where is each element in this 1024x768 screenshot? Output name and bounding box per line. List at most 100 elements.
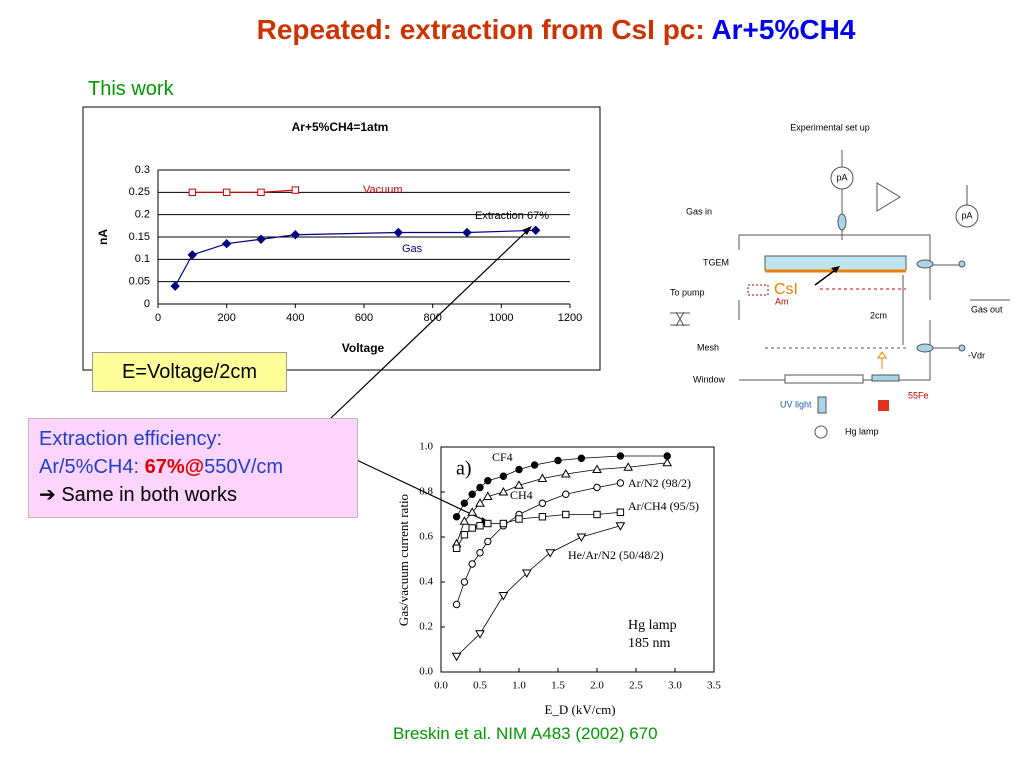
marker	[460, 499, 469, 507]
marker	[515, 515, 523, 523]
marker	[499, 472, 508, 480]
note-box: Extraction efficiency: Ar/5%CH4: 67%@550…	[28, 418, 358, 518]
y-tick-label: 0.8	[419, 486, 433, 498]
y-tick-label: 0.3	[135, 164, 150, 176]
marker	[452, 513, 461, 521]
marker	[468, 490, 476, 498]
marker	[257, 188, 265, 197]
y-tick-label: 0.1	[135, 253, 150, 265]
y-tick-label: 0.15	[129, 231, 150, 243]
slide-title: Repeated: extraction from CsI pc: Ar+5%C…	[0, 14, 1024, 46]
marker	[467, 507, 478, 516]
marker	[484, 519, 492, 528]
marker	[592, 464, 602, 473]
y-tick-label: 0.25	[129, 186, 150, 198]
marker	[187, 250, 198, 260]
label: -Vdr	[968, 350, 985, 360]
x-tick-label: 2.0	[590, 680, 604, 692]
note-line: Extraction efficiency:	[39, 428, 223, 450]
marker	[521, 569, 532, 579]
series-label: He/Ar/N2 (50/48/2)	[568, 548, 664, 562]
marker	[514, 480, 524, 489]
plot-frame	[440, 446, 715, 673]
label: pA	[961, 210, 972, 220]
x-axis-label: Voltage	[342, 341, 385, 355]
marker	[537, 473, 548, 482]
note-line: Ar/5%CH4: 67%@550V/cm	[39, 453, 357, 481]
citation: Breskin et al. NIM A483 (2002) 670	[393, 724, 658, 743]
marker	[615, 522, 626, 531]
x-tick-label: 3.0	[668, 680, 682, 692]
marker	[222, 188, 231, 197]
marker	[554, 456, 562, 465]
marker	[593, 483, 601, 492]
y-axis-label: nA	[96, 229, 110, 245]
y-tick-label: 0	[144, 298, 150, 310]
label: TGEM	[703, 257, 729, 267]
marker	[576, 533, 587, 543]
marker	[538, 513, 547, 521]
caption: This work	[88, 78, 174, 100]
formula-box: E=Voltage/2cm	[92, 352, 287, 392]
label: 55Fe	[908, 390, 929, 400]
series-label: Gas	[402, 243, 423, 255]
x-tick-label: 400	[286, 312, 304, 324]
annotation: Extraction 67%	[475, 210, 549, 222]
marker	[616, 452, 625, 460]
marker	[460, 578, 469, 586]
x-tick-label: 800	[423, 312, 441, 324]
diagram: Experimental set up pA pA Gas in TGEM Cs…	[670, 122, 1010, 439]
marker	[662, 457, 673, 467]
marker	[498, 592, 509, 601]
marker	[545, 549, 556, 558]
x-tick-label: 2.5	[629, 680, 643, 692]
label: Gas in	[686, 206, 712, 216]
marker	[623, 462, 634, 471]
label: CsI	[774, 281, 798, 298]
marker	[290, 230, 301, 240]
marker	[530, 225, 541, 236]
marker	[482, 491, 493, 500]
marker	[188, 188, 197, 197]
y-tick-label: 1.0	[419, 441, 433, 453]
marker	[475, 630, 485, 639]
note-highlight: 67%@	[144, 456, 205, 478]
marker	[562, 490, 570, 498]
series-label: CH4	[510, 488, 533, 502]
marker	[221, 238, 232, 249]
x-tick-label: 0	[155, 312, 161, 324]
x-tick-label: 600	[355, 312, 373, 324]
marker	[256, 234, 266, 244]
series-label: Ar/CH4 (95/5)	[628, 499, 699, 513]
note-text: 550V/cm	[204, 456, 284, 478]
marker	[484, 537, 492, 546]
title-text: Repeated: extraction from CsI pc:	[256, 14, 712, 45]
y-tick-label: 0.6	[419, 531, 433, 543]
series-label: Ar/N2 (98/2)	[628, 476, 691, 490]
label: Window	[693, 374, 726, 384]
marker	[476, 483, 484, 492]
marker	[616, 508, 625, 516]
annotation: Hg lamp	[628, 618, 677, 633]
chart: E_D (kV/cm)Gas/vacuum current ratio0.00.…	[396, 441, 721, 717]
label: To pump	[670, 287, 705, 297]
marker	[515, 465, 523, 474]
series-line	[174, 229, 536, 287]
x-tick-label: 0.5	[473, 680, 487, 692]
marker	[291, 186, 300, 194]
marker	[498, 486, 509, 496]
marker	[460, 531, 469, 539]
marker	[462, 227, 472, 238]
chart-frame	[82, 106, 601, 371]
marker	[560, 468, 571, 478]
marker	[593, 510, 601, 519]
x-tick-label: 200	[217, 312, 235, 324]
x-tick-label: 1.0	[512, 680, 526, 692]
label: Am	[775, 296, 789, 306]
label: UV light	[780, 399, 812, 409]
x-tick-label: 1.5	[551, 680, 565, 692]
chart: Ar+5%CH4=1atm Voltage nA 0 0.05 0.1 0.15 0.2 0.2…	[96, 120, 582, 355]
marker	[468, 524, 476, 532]
